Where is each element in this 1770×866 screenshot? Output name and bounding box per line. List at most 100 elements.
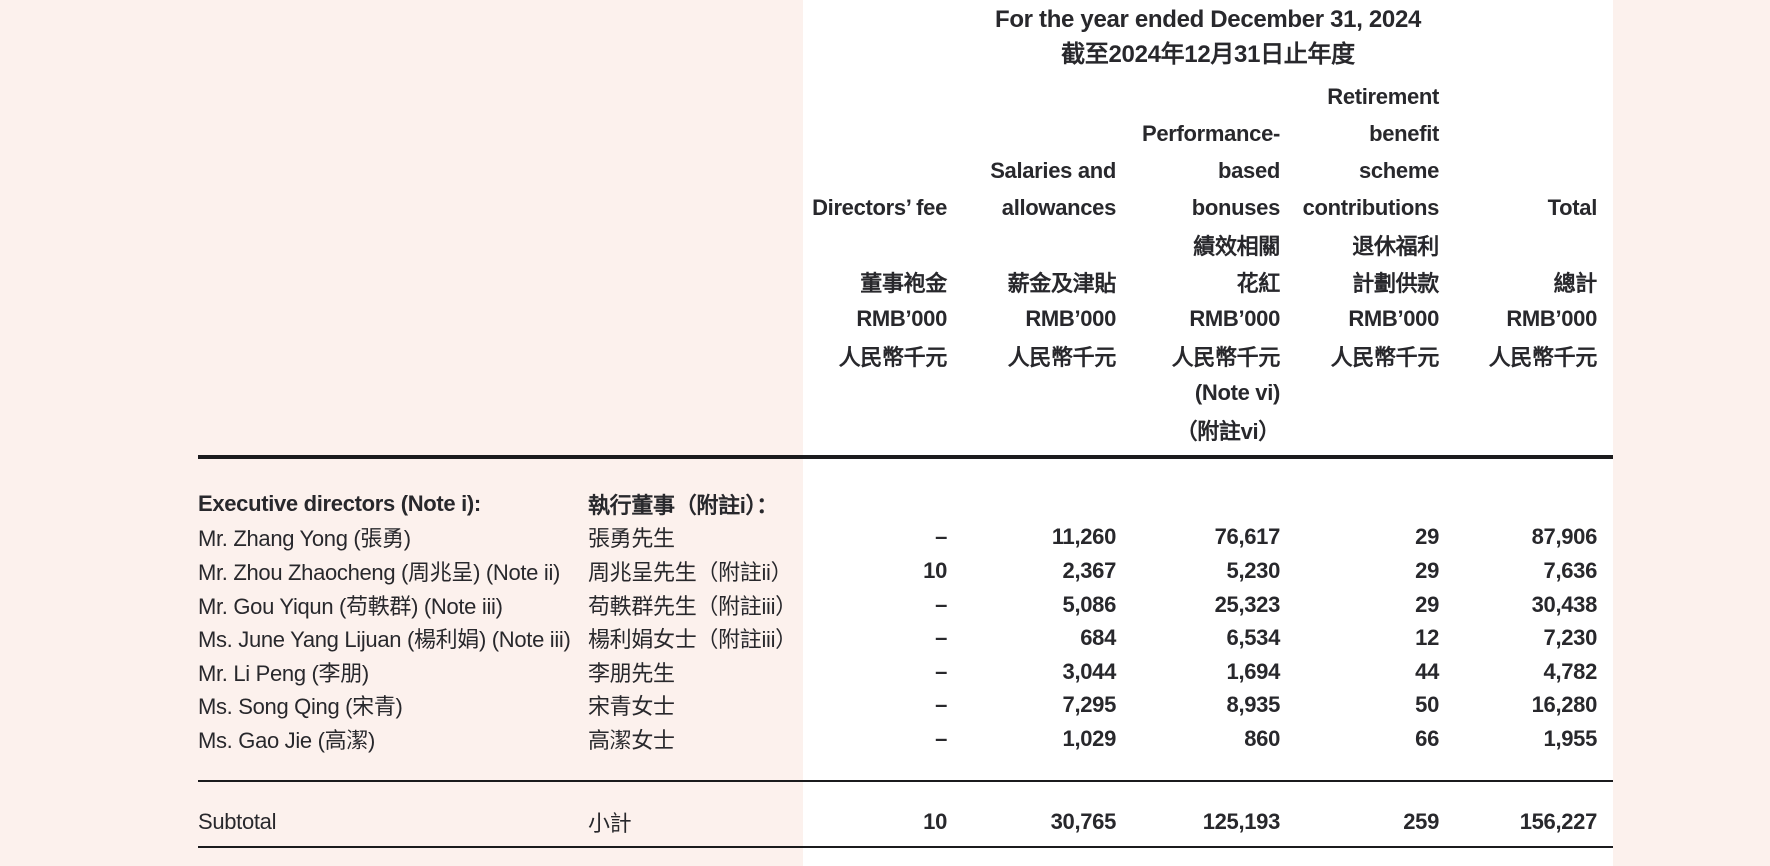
value-cell: – [935,725,947,751]
name-en-cell: Ms. June Yang Lijuan (楊利娟) (Note iii) [198,627,571,653]
header-line: （附註vi） [198,411,1613,448]
value-cell: 16,280 [1531,692,1598,718]
year-columns-panel [803,0,1613,866]
table-row: Mr. Li Peng (李朋) 李朋先生 – 3,044 1,694 44 4,782 [198,655,1613,689]
header-cell: 人民幣千元 [1007,344,1117,370]
header-cell: Salaries and [990,157,1116,183]
value-cell: 25,323 [1214,591,1281,617]
value-cell: 684 [1080,625,1116,651]
subtotal-salaries: 30,765 [1050,809,1117,834]
subtotal-total: 156,227 [1519,809,1598,834]
value-cell: 8,935 [1226,692,1281,718]
column-headers: Retirement Performance-benefit Salaries an… [198,78,1613,448]
subtotal-label-en: Subtotal [198,809,277,834]
header-line: 人民幣千元 人民幣千元 人民幣千元 人民幣千元 人民幣千元 [198,337,1613,374]
header-line: Salaries and based scheme [198,152,1613,189]
value-cell: 1,029 [1062,725,1117,751]
name-zh-cell: 李朋先生 [588,660,675,686]
value-cell: 5,230 [1226,557,1281,583]
header-cell: scheme [1358,157,1439,183]
value-cell: 7,295 [1062,692,1117,718]
header-cell: 花紅 [1236,270,1281,296]
header-cell: RMB’000 [1348,305,1439,331]
header-cell: Retirement [1327,83,1439,109]
table-row: Mr. Zhang Yong (張勇) 張勇先生 – 11,260 76,617 29 87… [198,521,1613,555]
value-cell: 66 [1415,725,1439,751]
value-cell: – [935,625,947,651]
value-cell: 11,260 [1051,524,1116,550]
header-cell: contributions [1302,194,1440,220]
header-line: RMB’000 RMB’000 RMB’000 RMB’000 RMB’000 [198,300,1613,337]
value-cell: 5,086 [1062,591,1117,617]
value-cell: 1,694 [1226,658,1281,684]
header-cell: bonuses [1191,194,1281,220]
value-cell: 12 [1415,625,1439,651]
header-cell: allowances [1001,194,1117,220]
header-cell: RMB’000 [1506,305,1597,331]
header-cell: Total [1547,194,1598,220]
subtotal-directors-fee: 10 [923,809,947,834]
header-cell: Performance- [1142,120,1280,146]
name-zh-cell: 高潔女士 [588,727,675,753]
header-rule [198,455,1613,459]
table-row: Ms. Gao Jie (高潔) 高潔女士 – 1,029 860 66 1,955 [198,722,1613,756]
value-cell: 50 [1415,692,1439,718]
value-cell: 44 [1415,658,1439,684]
name-en-cell: Ms. Gao Jie (高潔) [198,727,376,753]
value-cell: 76,617 [1214,524,1281,550]
header-cell: 人民幣千元 [838,344,948,370]
header-cell: 人民幣千元 [1330,344,1440,370]
subtotal-row: Subtotal 小計 10 30,765 125,193 259 156,22… [198,805,1613,839]
value-cell: 10 [923,557,947,583]
header-line: 董事袍金 薪金及津貼 花紅 計劃供款 總計 [198,263,1613,300]
name-zh-cell: 周兆呈先生（附註ii） [588,559,793,585]
header-cell: 計劃供款 [1352,270,1439,296]
name-zh-cell: 苟軼群先生（附註iii） [588,593,797,619]
name-en-cell: Ms. Song Qing (宋青) [198,694,403,720]
table-row: Executive directors (Note i): 執行董事（附註i）： [198,487,1613,521]
name-en-cell: Mr. Gou Yiqun (苟軼群) (Note iii) [198,593,503,619]
name-zh-cell: 楊利娟女士（附註iii） [588,627,797,653]
header-line: Retirement [198,78,1613,115]
header-cell: 退休福利 [1352,233,1439,259]
value-cell: 860 [1244,725,1280,751]
name-zh-cell: 宋青女士 [588,694,675,720]
header-cell: Directors’ fee [812,194,947,220]
value-cell: 7,230 [1543,625,1598,651]
name-en-cell: Mr. Li Peng (李朋) [198,660,369,686]
table-row: Mr. Gou Yiqun (苟軼群) (Note iii) 苟軼群先生（附註ii… [198,588,1613,622]
value-cell: – [935,658,947,684]
value-cell: – [935,692,947,718]
subtotal-rule-bottom [198,846,1613,848]
name-en-cell: Executive directors (Note i): [198,490,481,516]
period-title-en: For the year ended December 31, 2024 [994,6,1422,33]
header-line: 績效相關 退休福利 [198,226,1613,263]
header-cell: 人民幣千元 [1171,344,1281,370]
header-line: Performance-benefit [198,115,1613,152]
header-cell: 薪金及津貼 [1007,270,1117,296]
header-cell: （附註vi） [1175,418,1281,444]
subtotal-bonuses: 125,193 [1202,809,1281,834]
name-en-cell: Mr. Zhou Zhaocheng (周兆呈) (Note ii) [198,559,561,585]
value-cell: 29 [1415,524,1439,550]
table-row: Ms. June Yang Lijuan (楊利娟) (Note iii) 楊利娟… [198,621,1613,655]
value-cell: 2,367 [1062,557,1117,583]
name-en-cell: Mr. Zhang Yong (張勇) [198,526,411,552]
header-cell: RMB’000 [1189,305,1280,331]
header-cell: 董事袍金 [860,270,947,296]
subtotal-retirement: 259 [1403,809,1439,834]
value-cell: – [935,591,947,617]
value-cell: 87,906 [1531,524,1598,550]
table-row: Mr. Zhou Zhaocheng (周兆呈) (Note ii) 周兆呈先生（… [198,554,1613,588]
table-row: Ms. Song Qing (宋青) 宋青女士 – 7,295 8,935 50 16,28… [198,689,1613,723]
value-cell: 4,782 [1543,658,1598,684]
value-cell: 7,636 [1543,557,1598,583]
subtotal-label-zh: 小計 [588,811,632,836]
name-zh-cell: 張勇先生 [588,526,675,552]
value-cell: 1,955 [1543,725,1598,751]
header-cell: (Note vi) [1194,379,1280,405]
name-zh-cell: 執行董事（附註i）： [588,492,778,518]
value-cell: 6,534 [1226,625,1281,651]
value-cell: 3,044 [1062,658,1117,684]
